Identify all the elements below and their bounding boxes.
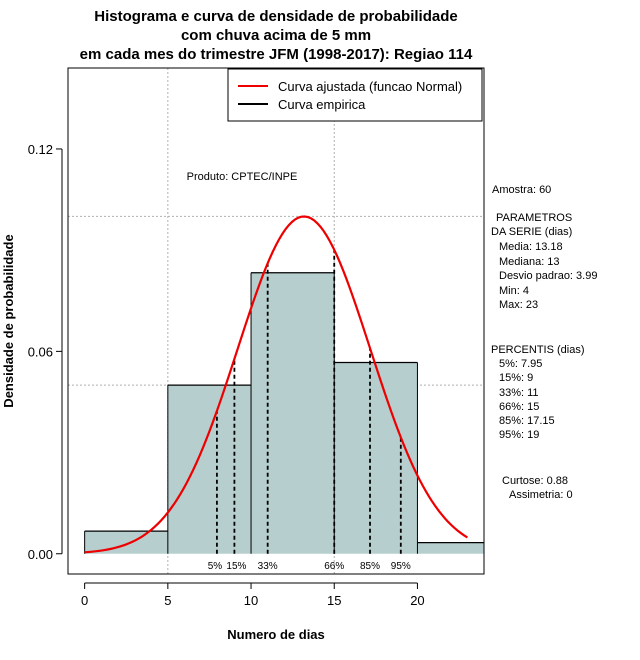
histogram-bar-3 — [334, 362, 418, 554]
percentile-layer: 5% 15% 33% 66% 85% 95% — [208, 249, 411, 572]
percentile-label-5pct: 5% — [208, 561, 223, 572]
stat-max: Max: 23 — [499, 299, 538, 311]
legend: Curva ajustada (funcao Normal) Curva emp… — [227, 68, 483, 122]
x-tick-label-4: 20 — [410, 593, 424, 608]
curve-layer — [84, 215, 468, 554]
y-tick-label-0: 0.00 — [28, 547, 53, 562]
x-tick-label-2: 10 — [244, 593, 258, 608]
stat-media: Media: 13.18 — [499, 241, 563, 253]
product-annotation: Produto: CPTEC/INPE — [187, 171, 298, 183]
histogram-bar-2 — [251, 272, 335, 554]
percentile-label-33pct: 33% — [258, 561, 278, 572]
params-title-1: PARAMETROS — [496, 212, 572, 224]
y-axis-title: Densidade de probabilidade — [1, 234, 16, 407]
legend-label-normal: Curva ajustada (funcao Normal) — [278, 79, 462, 94]
statistics-panel: Amostra: 60 PARAMETROS DA SERIE (dias) M… — [491, 184, 597, 501]
histogram-bar-4 — [417, 542, 484, 554]
chart-title-line-2: com chuva acima de 5 mm — [181, 27, 371, 44]
stat-p95: 95%: 19 — [499, 429, 539, 441]
x-tick-label-1: 5 — [164, 593, 171, 608]
params-title-2: DA SERIE (dias) — [491, 226, 572, 238]
stat-assimetria: Assimetria: 0 — [509, 489, 573, 501]
y-tick-label-2: 0.12 — [28, 142, 53, 157]
stat-mediana: Mediana: 13 — [499, 256, 560, 268]
legend-label-empirical: Curva empirica — [278, 97, 366, 112]
sample-size: Amostra: 60 — [492, 184, 551, 196]
stat-p66: 66%: 15 — [499, 401, 539, 413]
histogram-bar-1 — [167, 385, 252, 554]
percentile-label-95pct: 95% — [391, 561, 411, 572]
plot-frame — [67, 67, 485, 575]
stat-p85: 85%: 17.15 — [499, 415, 555, 427]
normal-fit-curve — [84, 215, 468, 554]
chart-title-line-1: Histograma e curva de densidade de proba… — [94, 8, 457, 25]
stat-curtose: Curtose: 0.88 — [502, 475, 568, 487]
stat-p15: 15%: 9 — [499, 372, 533, 384]
stat-p33: 33%: 11 — [499, 387, 539, 399]
histogram-bar-0 — [84, 531, 168, 554]
percentile-label-15pct: 15% — [226, 561, 246, 572]
percentile-label-66pct: 66% — [324, 561, 344, 572]
x-tick-label-0: 0 — [81, 593, 88, 608]
percentile-label-85pct: 85% — [360, 561, 380, 572]
stat-min: Min: 4 — [499, 285, 529, 297]
legend-box — [227, 68, 483, 122]
x-tick-label-3: 15 — [327, 593, 341, 608]
x-axis-title: Numero de dias — [227, 627, 325, 642]
axis-layer: 0 5 10 15 20 0.00 0.06 0.12 — [28, 142, 425, 608]
percentis-title: PERCENTIS (dias) — [491, 344, 585, 356]
stat-p5: 5%: 7.95 — [499, 358, 542, 370]
stat-desvio: Desvio padrao: 3.99 — [499, 270, 597, 282]
chart-title-line-3: em cada mes do trimestre JFM (1998-2017)… — [80, 46, 473, 63]
y-tick-label-1: 0.06 — [28, 344, 53, 359]
bars-layer — [84, 272, 484, 554]
